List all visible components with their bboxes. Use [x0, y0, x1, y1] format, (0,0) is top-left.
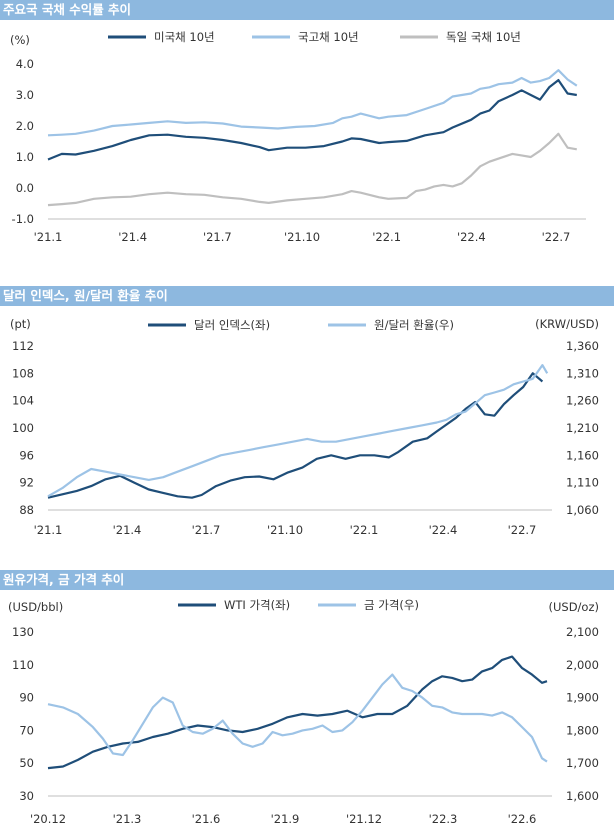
- legend-label: 원/달러 환율(우): [374, 318, 454, 332]
- y2-tick-label: 1,160: [566, 448, 599, 462]
- series-line: [47, 364, 549, 498]
- series-line: [47, 132, 577, 207]
- x-tick-label: '22.4: [429, 523, 458, 537]
- y-axis-unit: (%): [10, 33, 30, 47]
- legend-label: 국고채 10년: [298, 30, 359, 44]
- y-tick-label: 3.0: [16, 88, 34, 102]
- y-tick-label: 92: [19, 476, 34, 490]
- y-tick-label: 110: [12, 658, 34, 672]
- x-tick-label: '22.6: [508, 812, 537, 826]
- y-tick-label: 2.0: [16, 119, 34, 133]
- series-line: [47, 673, 548, 763]
- y2-tick-label: 1,110: [566, 476, 599, 490]
- y2-tick-label: 1,060: [566, 503, 599, 517]
- y2-tick-label: 1,900: [566, 691, 599, 705]
- y2-tick-label: 1,600: [566, 789, 599, 803]
- legend-label: WTI 가격(좌): [224, 598, 290, 612]
- legend-label: 금 가격(우): [364, 598, 419, 612]
- y2-tick-label: 2,100: [566, 625, 599, 639]
- legend-label: 미국채 10년: [154, 30, 215, 44]
- y-tick-label: 88: [19, 503, 34, 517]
- y-tick-label: 108: [12, 366, 34, 380]
- x-tick-label: '21.1: [34, 523, 63, 537]
- x-tick-label: '22.4: [457, 230, 486, 244]
- x-tick-label: '22.7: [542, 230, 571, 244]
- y2-tick-label: 1,360: [566, 339, 599, 353]
- x-tick-label: '22.7: [508, 523, 537, 537]
- y2-tick-label: 1,310: [566, 366, 599, 380]
- x-tick-label: '21.4: [113, 523, 142, 537]
- legend-label: 독일 국채 10년: [446, 30, 521, 44]
- chart-2-svg: (pt) (KRW/USD) 달러 인덱스(좌) 원/달러 환율(우) 112 108 10…: [10, 317, 599, 537]
- y-tick-label: 112: [12, 339, 34, 353]
- chart-1-svg: (%) 미국채 10년 국고채 10년 독일 국채 10년 4.0 3.0 2.0 1.0 0.…: [10, 30, 586, 244]
- y-tick-label: 130: [12, 625, 34, 639]
- y2-axis-unit: (KRW/USD): [535, 317, 599, 331]
- y-axis-unit: (pt): [10, 317, 31, 331]
- x-tick-label: '21.10: [284, 230, 320, 244]
- y2-tick-label: 1,700: [566, 756, 599, 770]
- y2-tick-label: 1,210: [566, 421, 599, 435]
- y-tick-label: 90: [19, 691, 34, 705]
- y-tick-label: 104: [12, 394, 34, 408]
- y-tick-label: -1.0: [12, 212, 34, 226]
- chart-3-svg: (USD/bbl) (USD/oz) WTI 가격(좌) 금 가격(우) 130 110 9…: [8, 598, 600, 826]
- x-tick-label: '22.3: [429, 812, 458, 826]
- series-line: [47, 79, 577, 161]
- series-line: [47, 372, 544, 499]
- x-tick-label: '21.4: [118, 230, 147, 244]
- y-tick-label: 4.0: [16, 57, 34, 71]
- x-tick-label: '21.3: [113, 812, 142, 826]
- x-tick-label: '21.1: [34, 230, 63, 244]
- y-axis-unit: (USD/bbl): [8, 600, 63, 614]
- chart-2-title: 달러 인덱스, 원/달러 환율 추이: [0, 286, 614, 306]
- y-tick-label: 0.0: [16, 181, 34, 195]
- y-tick-label: 1.0: [16, 150, 34, 164]
- legend-label: 달러 인덱스(좌): [194, 318, 270, 332]
- y2-axis-unit: (USD/oz): [549, 600, 600, 614]
- x-tick-label: '21.7: [192, 523, 221, 537]
- y-tick-label: 70: [19, 723, 34, 737]
- x-tick-label: '21.12: [346, 812, 382, 826]
- y-tick-label: 50: [19, 756, 34, 770]
- y-tick-label: 100: [12, 421, 34, 435]
- x-tick-label: '22.1: [372, 230, 401, 244]
- y2-tick-label: 1,260: [566, 394, 599, 408]
- chart-3-title: 원유가격, 금 가격 추이: [0, 570, 614, 590]
- chart-1-title: 주요국 국채 수익률 추이: [0, 0, 614, 20]
- x-tick-label: '21.9: [271, 812, 300, 826]
- y-tick-label: 96: [19, 448, 34, 462]
- x-tick-label: '20.12: [30, 812, 66, 826]
- x-tick-label: '22.1: [350, 523, 379, 537]
- x-tick-label: '21.10: [267, 523, 303, 537]
- y2-tick-label: 1,800: [566, 723, 599, 737]
- series-line: [47, 69, 578, 137]
- y2-tick-label: 2,000: [566, 658, 599, 672]
- series-line: [47, 655, 548, 770]
- x-tick-label: '21.6: [192, 812, 221, 826]
- x-tick-label: '21.7: [203, 230, 232, 244]
- y-tick-label: 30: [19, 789, 34, 803]
